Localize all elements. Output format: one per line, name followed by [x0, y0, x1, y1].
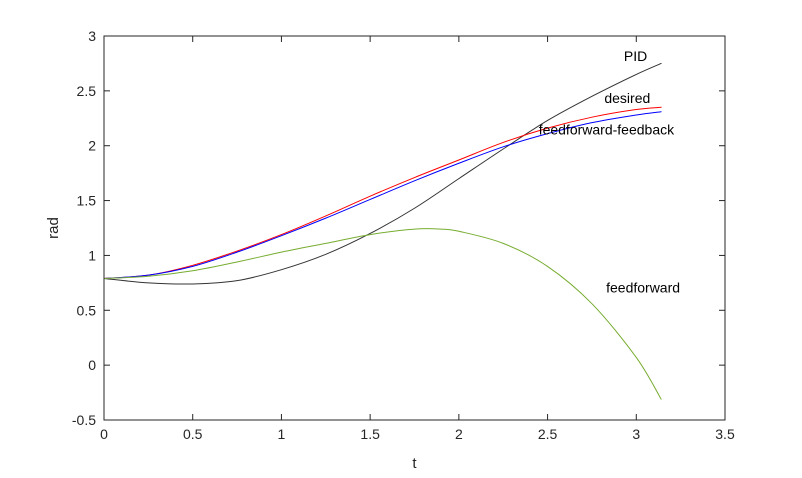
annotation-layer: PID desired feedforward-feedback feedforwar… — [539, 48, 680, 295]
y-tick-label: 1.5 — [77, 193, 97, 209]
annotation-desired: desired — [604, 90, 650, 106]
y-tick-label: -0.5 — [72, 412, 96, 428]
x-tick-label: 3.5 — [715, 426, 735, 442]
x-tick-label: 1 — [278, 426, 286, 442]
x-tick-label: 3 — [632, 426, 640, 442]
y-tick-label: 2 — [88, 138, 96, 154]
y-tick-label: 2.5 — [77, 83, 97, 99]
annotation-pid: PID — [624, 48, 647, 64]
y-axis-label: rad — [45, 217, 62, 239]
x-tick-label: 2.5 — [538, 426, 558, 442]
y-tick-label: 0 — [88, 357, 96, 373]
x-tick-label: 1.5 — [360, 426, 380, 442]
plot-frame — [103, 35, 726, 421]
y-tick-label: 0.5 — [77, 302, 97, 318]
tick-layer: 0 0.5 1 1.5 2 2.5 3 3.5-0.500.511.522.53 — [72, 28, 735, 442]
x-axis-label: t — [412, 455, 417, 472]
series-line-desired — [103, 106, 662, 279]
y-tick-label: 1 — [88, 247, 96, 263]
y-tick-label: 3 — [88, 28, 96, 44]
annotation-feedforward-feedback: feedforward-feedback — [539, 122, 675, 138]
x-tick-label: 0 — [100, 426, 108, 442]
plot-area-background — [104, 36, 725, 420]
series-line-feedforward — [103, 228, 662, 400]
series-line-feedforward-feedback — [103, 111, 662, 279]
series-line-pid — [103, 62, 662, 285]
annotation-feedforward: feedforward — [606, 280, 680, 296]
x-tick-label: 2 — [455, 426, 463, 442]
series-layer — [103, 62, 662, 400]
x-tick-label: 0.5 — [183, 426, 203, 442]
